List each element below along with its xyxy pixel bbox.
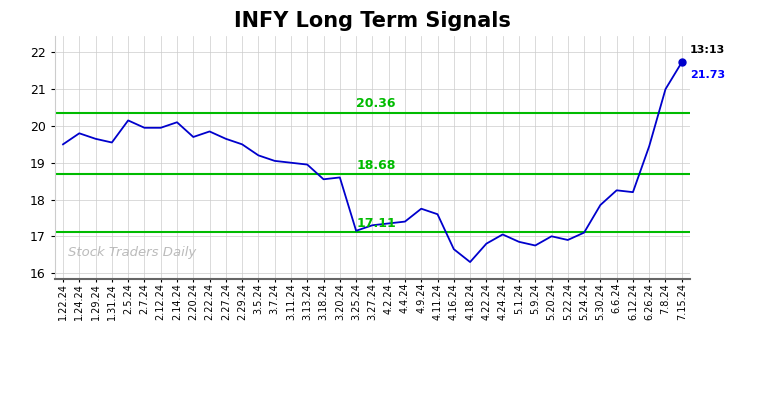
Text: 17.11: 17.11 [356,217,396,230]
Text: 18.68: 18.68 [356,159,395,172]
Title: INFY Long Term Signals: INFY Long Term Signals [234,12,511,31]
Text: 21.73: 21.73 [690,70,725,80]
Text: 20.36: 20.36 [356,97,396,110]
Text: 13:13: 13:13 [690,45,725,55]
Text: Stock Traders Daily: Stock Traders Daily [67,246,196,259]
